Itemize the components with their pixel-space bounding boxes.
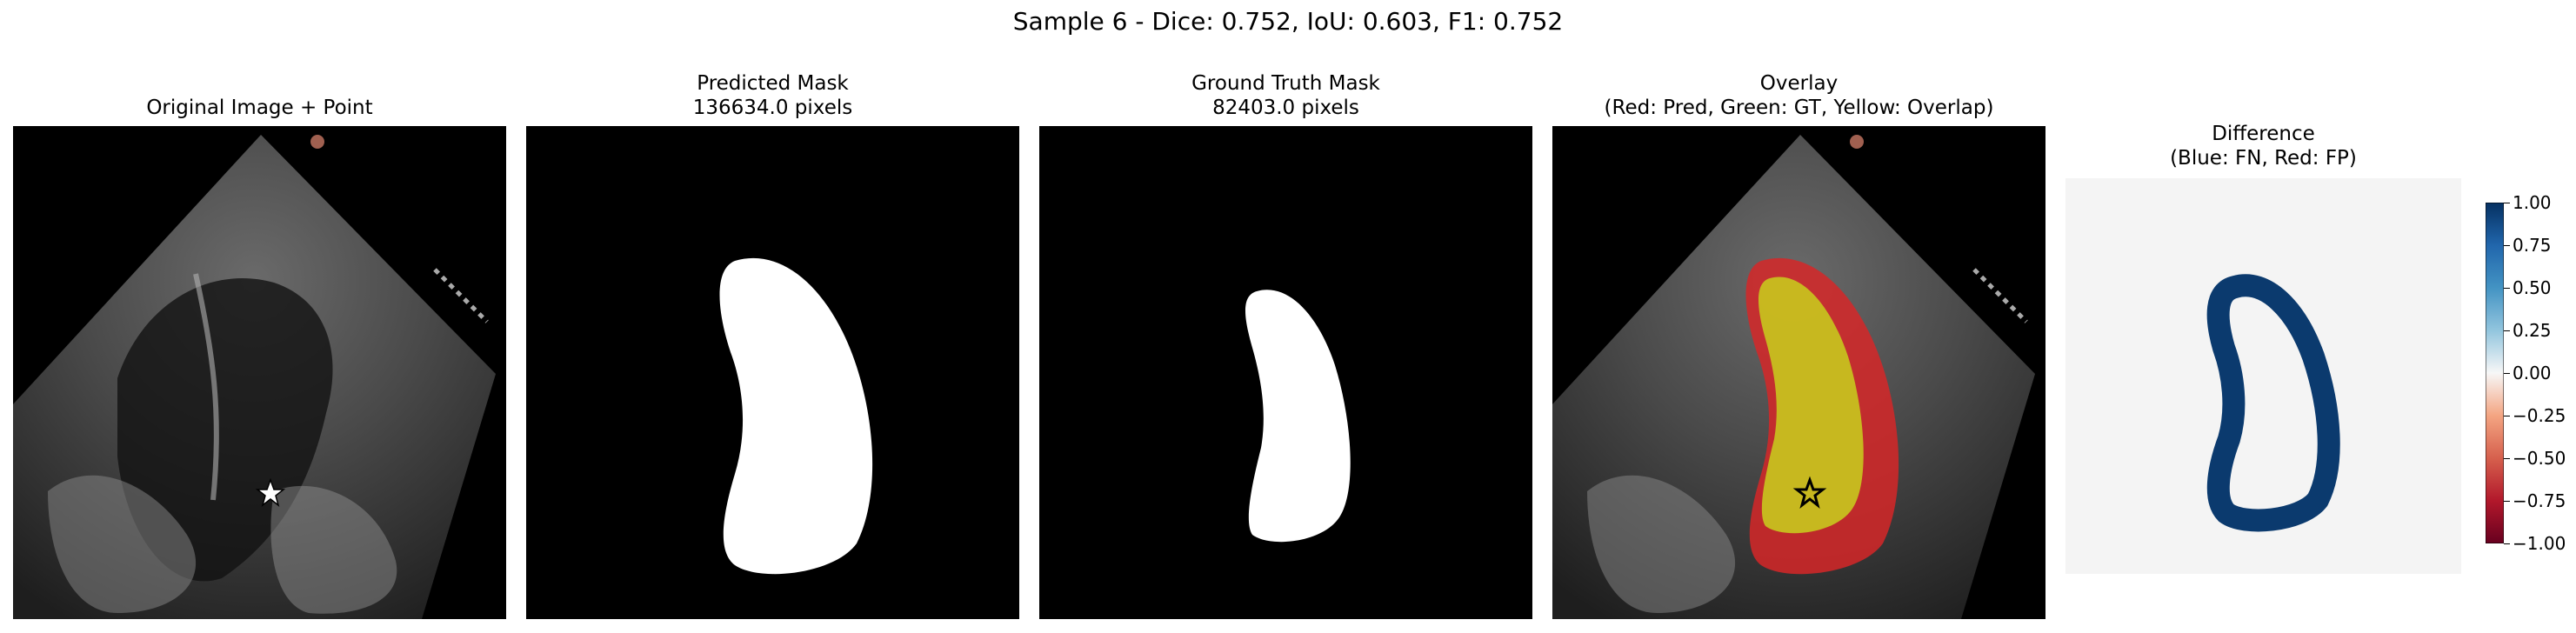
overlay-panel	[1552, 126, 2045, 619]
panel-title-overlay: Overlay (Red: Pred, Green: GT, Yellow: O…	[1604, 72, 1994, 119]
colorbar-tick-label: −0.50	[2513, 448, 2566, 469]
colorbar-tick-mark	[2504, 543, 2510, 544]
colorbar-tick-label: 1.00	[2513, 192, 2552, 213]
predicted-mask	[719, 257, 873, 575]
colorbar-tick-label: 0.50	[2513, 277, 2552, 298]
panel-title-ground-truth: Ground Truth Mask 82403.0 pixels	[1191, 72, 1380, 119]
colorbar-tick-label: 0.25	[2513, 320, 2552, 341]
point-prompt-star	[1792, 476, 1827, 509]
figure-title: Sample 6 - Dice: 0.752, IoU: 0.603, F1: …	[1012, 7, 1564, 36]
colorbar-tick-mark	[2504, 373, 2510, 374]
colorbar-tick-label: 0.00	[2513, 363, 2552, 383]
colorbar-tick-mark	[2504, 288, 2510, 289]
colorbar	[2486, 203, 2504, 543]
colorbar-tick-mark	[2504, 330, 2510, 331]
point-prompt-star	[255, 477, 286, 507]
colorbar-tick-label: −0.75	[2513, 490, 2566, 511]
colorbar-tick-label: 0.75	[2513, 235, 2552, 256]
overlay-image	[1552, 135, 2035, 619]
ground-truth-mask	[1245, 290, 1351, 543]
colorbar-tick-mark	[2504, 501, 2510, 502]
colorbar-tick-label: −0.25	[2513, 405, 2566, 426]
difference-panel	[2065, 178, 2461, 574]
predicted-mask-panel	[526, 126, 1019, 619]
panel-title-predicted: Predicted Mask 136634.0 pixels	[692, 72, 853, 119]
colorbar-tick-mark	[2504, 458, 2510, 459]
panel-title-original: Original Image + Point	[146, 97, 373, 119]
difference-map	[2206, 274, 2340, 532]
original-image-panel	[13, 126, 506, 619]
ground-truth-mask-panel	[1039, 126, 1532, 619]
colorbar-tick-mark	[2504, 245, 2510, 246]
panel-title-difference: Difference (Blue: FN, Red: FP)	[2170, 123, 2357, 170]
ultrasound-image	[13, 135, 496, 619]
colorbar-tick-label: −1.00	[2513, 533, 2566, 554]
